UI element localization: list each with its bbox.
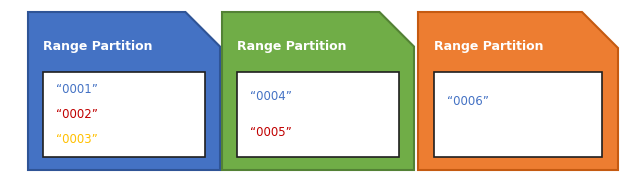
FancyBboxPatch shape — [43, 72, 204, 157]
Text: Range Partition: Range Partition — [237, 40, 347, 53]
Text: “0003”: “0003” — [56, 133, 98, 146]
Text: Range Partition: Range Partition — [434, 40, 543, 53]
FancyBboxPatch shape — [237, 72, 399, 157]
Text: “0004”: “0004” — [250, 90, 292, 103]
Text: “0005”: “0005” — [250, 126, 292, 139]
Text: Range Partition: Range Partition — [43, 40, 153, 53]
Text: “0006”: “0006” — [447, 95, 489, 108]
Polygon shape — [222, 12, 414, 170]
FancyBboxPatch shape — [434, 72, 602, 157]
Text: “0001”: “0001” — [56, 83, 98, 96]
Polygon shape — [418, 12, 618, 170]
Polygon shape — [28, 12, 220, 170]
Text: “0002”: “0002” — [56, 108, 98, 121]
